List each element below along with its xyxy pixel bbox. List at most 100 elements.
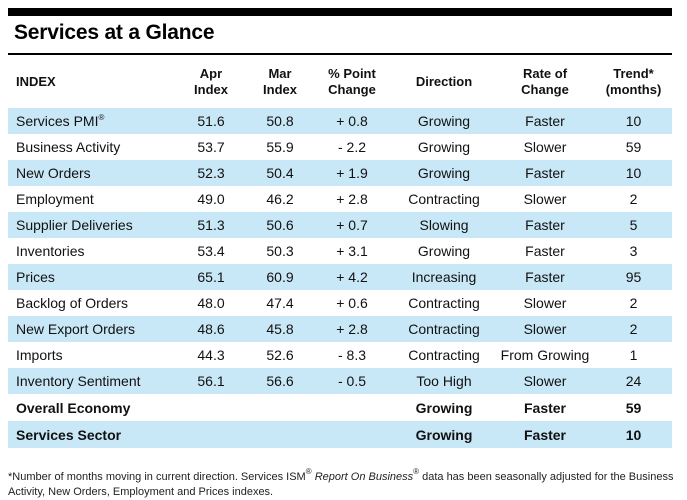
- table-row: New Export Orders 48.6 45.8 + 2.8 Contractin…: [8, 316, 672, 342]
- trend-cell: 59: [625, 399, 642, 416]
- services-table: INDEX Apr Index Mar Index % Point Change Di…: [8, 56, 672, 448]
- mar-cell: 45.8: [249, 316, 311, 342]
- apr-cell: 48.0: [197, 295, 225, 311]
- index-name-cell: Inventories: [16, 243, 85, 259]
- trend-cell: 24: [595, 368, 672, 394]
- header-row: INDEX Apr Index Mar Index % Point Change Di…: [8, 56, 672, 108]
- change-cell: + 4.2: [311, 264, 393, 290]
- footnote: *Number of months moving in current dire…: [8, 467, 674, 499]
- table-row: Services PMI® 51.6 50.8 + 0.8 Growing Faster 1…: [8, 108, 672, 134]
- trend-cell: 10: [595, 108, 672, 134]
- direction-cell: Growing: [417, 243, 471, 259]
- rate-cell: Faster: [495, 108, 595, 134]
- table-row: New Orders 52.3 50.4 + 1.9 Growing Faster 10: [8, 160, 672, 186]
- table-row: Imports 44.3 52.6 - 8.3 Contracting From Grow…: [8, 342, 672, 368]
- mar-cell: 55.9: [266, 139, 294, 155]
- trend-cell: 2: [595, 316, 672, 342]
- apr-cell: 52.3: [173, 160, 249, 186]
- change-cell: - 2.2: [337, 139, 366, 155]
- index-name-cell: Imports: [16, 347, 63, 363]
- rate-cell: Slower: [495, 368, 595, 394]
- trend-cell: 95: [595, 264, 672, 290]
- apr-cell: 51.3: [173, 212, 249, 238]
- direction-cell: Growing: [393, 160, 495, 186]
- empty-cell: [249, 421, 311, 448]
- direction-cell: Growing: [393, 421, 495, 448]
- mar-cell: 52.6: [266, 347, 294, 363]
- rate-cell: Faster: [525, 243, 565, 259]
- table-row: Business Activity 53.7 55.9 - 2.2 Growing Slo…: [8, 134, 672, 160]
- summary-row: Overall Economy Growing Faster 59: [8, 394, 672, 421]
- apr-cell: 44.3: [197, 347, 225, 363]
- rate-cell: Faster: [495, 264, 595, 290]
- direction-cell: Increasing: [393, 264, 495, 290]
- header-direction: Direction: [415, 74, 473, 89]
- index-name-cell: Prices: [8, 264, 173, 290]
- apr-cell: 53.4: [197, 243, 225, 259]
- trend-cell: 5: [595, 212, 672, 238]
- header-change: % Point Change: [328, 66, 376, 97]
- empty-cell: [173, 421, 249, 448]
- mar-cell: 50.3: [266, 243, 294, 259]
- header-index: INDEX: [16, 74, 56, 89]
- trend-cell: 1: [629, 347, 638, 363]
- page-title: Services at a Glance: [14, 21, 215, 44]
- mar-cell: 50.4: [249, 160, 311, 186]
- rate-cell: Faster: [523, 399, 567, 416]
- rate-cell: Slower: [523, 191, 567, 207]
- top-rule: [8, 8, 672, 16]
- change-cell: + 2.8: [336, 191, 368, 207]
- index-name-cell: Backlog of Orders: [16, 295, 129, 311]
- change-cell: + 2.8: [311, 316, 393, 342]
- direction-cell: Growing: [417, 139, 471, 155]
- change-cell: + 0.7: [311, 212, 393, 238]
- direction-cell: Contracting: [408, 191, 480, 207]
- mar-cell: 50.8: [249, 108, 311, 134]
- mar-cell: 60.9: [249, 264, 311, 290]
- table-row: Inventories 53.4 50.3 + 3.1 Growing Faster 3: [8, 238, 672, 264]
- table-row: Prices 65.1 60.9 + 4.2 Increasing Faster 95: [8, 264, 672, 290]
- mar-cell: 50.6: [249, 212, 311, 238]
- direction-cell: Slowing: [393, 212, 495, 238]
- summary-row: Services Sector Growing Faster 10: [8, 421, 672, 448]
- direction-cell: Growing: [415, 399, 473, 416]
- change-cell: - 8.3: [337, 347, 366, 363]
- apr-cell: 65.1: [173, 264, 249, 290]
- trend-cell: 3: [629, 243, 638, 259]
- apr-cell: 56.1: [173, 368, 249, 394]
- index-name-cell: New Orders: [8, 160, 173, 186]
- mar-cell: 46.2: [266, 191, 294, 207]
- table-row: Inventory Sentiment 56.1 56.6- 0.5 Too High…: [8, 368, 672, 394]
- rate-cell: Faster: [495, 212, 595, 238]
- direction-cell: Too High: [393, 368, 495, 394]
- direction-cell: Growing: [393, 108, 495, 134]
- trend-cell: 2: [629, 295, 638, 311]
- table-row: Supplier Deliveries 51.3 50.6 + 0.7 Slowing F…: [8, 212, 672, 238]
- rate-cell: Faster: [495, 421, 595, 448]
- mar-cell: 47.4: [266, 295, 294, 311]
- summary-name-cell: Services Sector: [8, 421, 173, 448]
- title-rule: [8, 53, 672, 55]
- header-apr: Apr Index: [194, 66, 228, 97]
- trend-cell: 2: [629, 191, 638, 207]
- header-trend: Trend* (months): [605, 66, 662, 97]
- change-cell: + 1.9: [311, 160, 393, 186]
- change-cell: + 0.6: [336, 295, 368, 311]
- index-name-cell: Inventory Sentiment: [8, 368, 173, 394]
- table-row: Employment 49.0 46.2 + 2.8 Contracting Slower…: [8, 186, 672, 212]
- empty-cell: [173, 394, 249, 421]
- rate-cell: Slower: [523, 295, 567, 311]
- apr-cell: 48.6: [173, 316, 249, 342]
- index-name-cell: Supplier Deliveries: [8, 212, 173, 238]
- summary-name-cell: Overall Economy: [16, 399, 131, 416]
- direction-cell: Contracting: [408, 295, 480, 311]
- apr-cell: 51.6: [173, 108, 249, 134]
- header-rate: Rate of Change: [521, 66, 569, 97]
- direction-cell: Contracting: [393, 316, 495, 342]
- index-name-cell: Business Activity: [16, 139, 121, 155]
- empty-cell: [311, 394, 393, 421]
- change-cell: + 0.8: [311, 108, 393, 134]
- apr-cell: 53.7: [197, 139, 225, 155]
- table-row: Backlog of Orders 48.0 47.4 + 0.6 Contractin…: [8, 290, 672, 316]
- header-mar: Mar Index: [263, 66, 297, 97]
